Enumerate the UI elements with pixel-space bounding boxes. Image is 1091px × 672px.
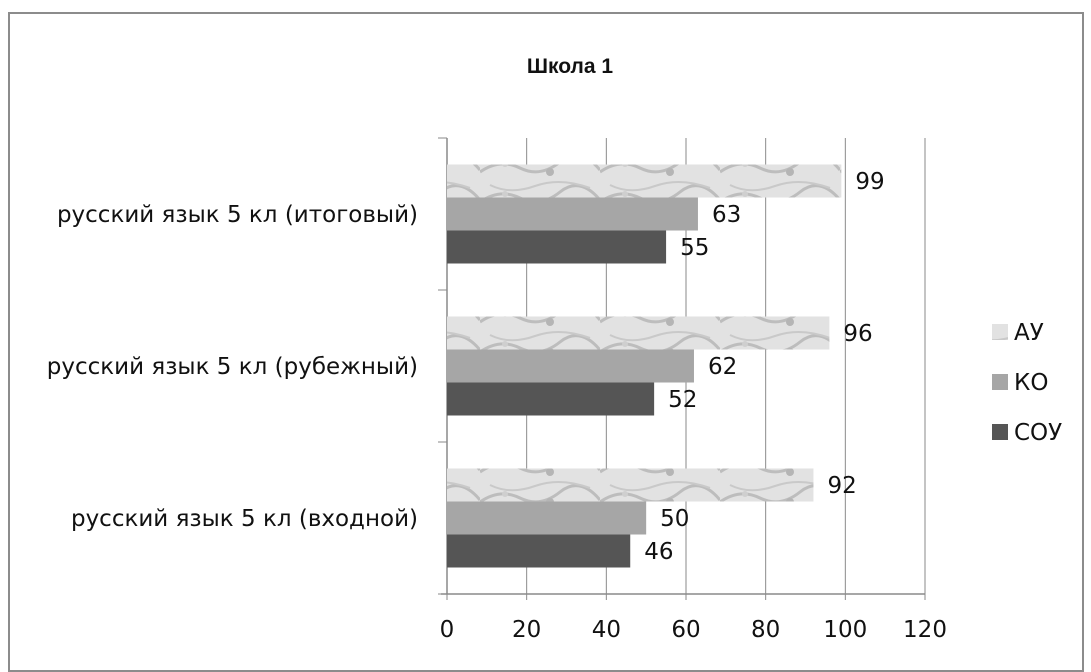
data-label: 52 xyxy=(668,387,697,413)
bar-АУ xyxy=(447,164,842,198)
data-label: 92 xyxy=(827,473,856,499)
category-label: русский язык 5 кл (итоговый) xyxy=(57,202,418,228)
bar-КО xyxy=(447,349,694,383)
legend-label: СОУ xyxy=(1014,420,1062,446)
bar-СОУ xyxy=(447,382,655,416)
data-label: 55 xyxy=(680,235,709,261)
data-label: 62 xyxy=(708,354,737,380)
x-tick-label: 120 xyxy=(903,617,947,643)
category-label: русский язык 5 кл (рубежный) xyxy=(47,354,418,380)
x-tick-label: 100 xyxy=(823,617,867,643)
legend-swatch xyxy=(992,374,1008,390)
legend-label: КО xyxy=(1014,370,1048,396)
legend-label: АУ xyxy=(1014,320,1044,346)
bar-СОУ xyxy=(447,534,631,568)
bar-АУ xyxy=(447,468,814,502)
bar-СОУ xyxy=(447,230,667,264)
data-label: 50 xyxy=(660,506,689,532)
x-tick-label: 0 xyxy=(440,617,455,643)
legend-swatch xyxy=(992,424,1008,440)
data-label: 96 xyxy=(843,321,872,347)
chart-title: Школа 1 xyxy=(526,55,614,78)
bar-АУ xyxy=(447,316,830,350)
x-tick-label: 80 xyxy=(751,617,780,643)
data-label: 99 xyxy=(855,169,884,195)
legend-swatch xyxy=(992,324,1008,340)
data-label: 46 xyxy=(644,539,673,565)
x-tick-label: 60 xyxy=(671,617,700,643)
bar-КО xyxy=(447,197,698,231)
category-label: русский язык 5 кл (входной) xyxy=(71,506,418,532)
data-label: 63 xyxy=(712,202,741,228)
x-tick-label: 20 xyxy=(512,617,541,643)
x-tick-label: 40 xyxy=(592,617,621,643)
bar-КО xyxy=(447,501,647,535)
